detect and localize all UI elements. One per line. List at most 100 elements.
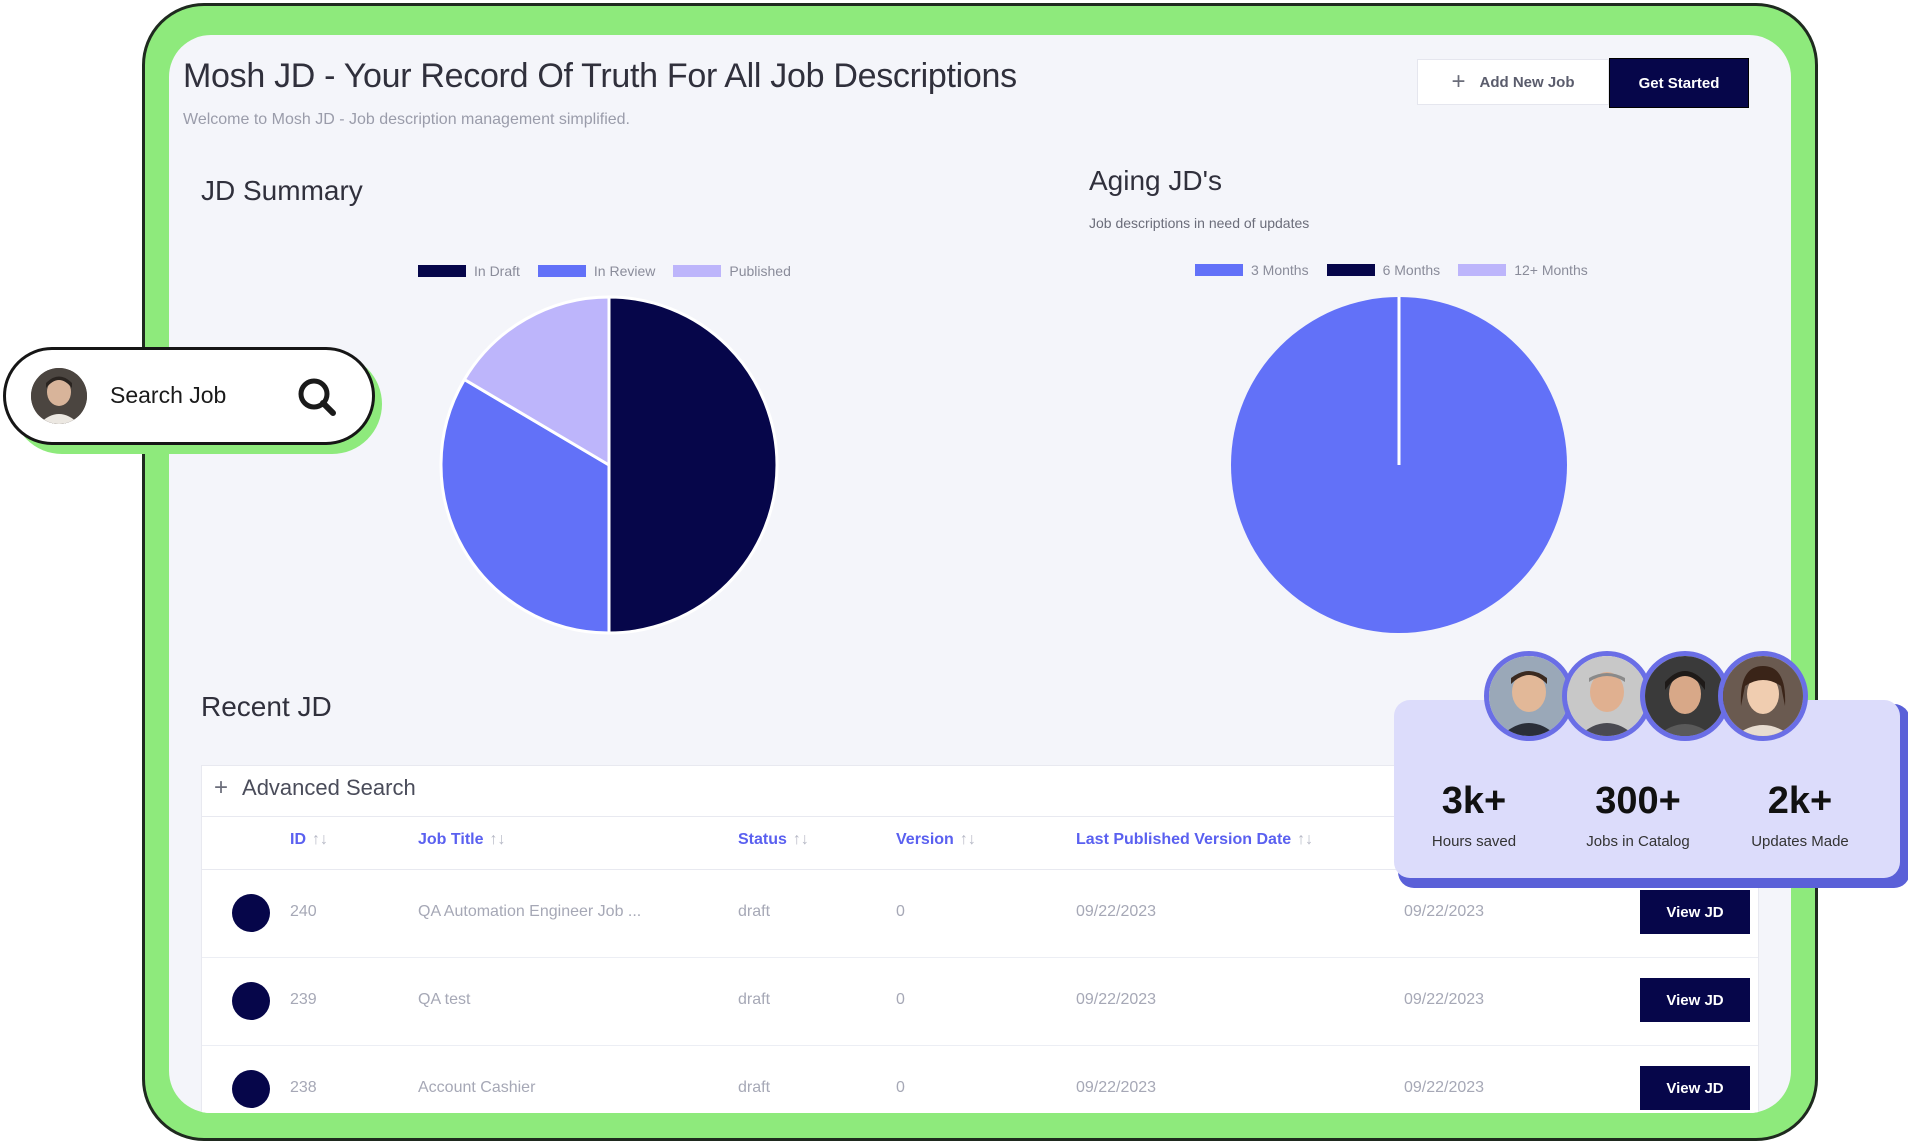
stat-value: 3k+ — [1441, 780, 1507, 822]
stat-updates-made: 2k+ Updates Made — [1720, 780, 1880, 850]
sort-icon: ↑↓ — [959, 831, 976, 848]
column-header-last-published[interactable]: Last Published Version Date ↑↓ — [1076, 831, 1313, 849]
plus-icon: + — [1451, 68, 1466, 95]
avatar — [1484, 651, 1574, 741]
legend-swatch — [673, 265, 722, 277]
legend-item: In Draft — [418, 263, 520, 279]
search-job-label: Search Job — [110, 382, 227, 408]
legend-item: 3 Months — [1195, 262, 1309, 278]
view-jd-button[interactable]: View JD — [1640, 890, 1750, 934]
jd-summary-legend: In Draft In Review Published — [418, 263, 801, 279]
cell-id: 240 — [290, 903, 317, 920]
legend-label: 12+ Months — [1514, 262, 1588, 278]
legend-swatch — [1458, 264, 1507, 276]
sort-icon: ↑↓ — [489, 831, 506, 848]
view-jd-button[interactable]: View JD — [1640, 1066, 1750, 1110]
person-avatar-icon — [1489, 656, 1569, 736]
view-jd-button[interactable]: View JD — [1640, 978, 1750, 1022]
column-header-version[interactable]: Version ↑↓ — [896, 831, 976, 849]
legend-item: In Review — [537, 263, 656, 279]
legend-item: 12+ Months — [1458, 262, 1588, 278]
stat-jobs-in-catalog: 300+ Jobs in Catalog — [1558, 780, 1718, 850]
avatar — [1718, 651, 1808, 741]
legend-label: In Review — [593, 263, 656, 279]
legend-label: Published — [729, 263, 791, 279]
cell-status: draft — [738, 991, 771, 1008]
aging-legend: 3 Months 6 Months 12+ Months — [1195, 262, 1598, 278]
get-started-button[interactable]: Get Started — [1609, 58, 1749, 108]
legend-label: 3 Months — [1251, 262, 1309, 278]
table-row: 240 QA Automation Engineer Job ... draft… — [202, 870, 1758, 958]
pie-slice-in-review — [439, 377, 611, 635]
cell-status: draft — [738, 1079, 771, 1096]
aging-pie-chart — [1231, 297, 1567, 633]
aging-subtitle: Job descriptions in need of updates — [1089, 215, 1310, 231]
legend-swatch — [1195, 264, 1243, 276]
stats-card: 3k+ Hours saved 300+ Jobs in Catalog 2k+… — [1394, 700, 1900, 878]
cell-updated: 09/22/2023 — [1404, 1079, 1485, 1096]
cell-updated: 09/22/2023 — [1404, 903, 1485, 920]
stat-value: 300+ — [1595, 780, 1681, 822]
page-subtitle: Welcome to Mosh JD - Job description man… — [183, 111, 630, 128]
column-header-label: Last Published Version Date — [1076, 831, 1292, 848]
stat-value: 2k+ — [1767, 780, 1833, 822]
advanced-search-label: Advanced Search — [242, 775, 416, 800]
cell-updated: 09/22/2023 — [1404, 991, 1485, 1008]
cell-status: draft — [738, 903, 771, 920]
cell-last-published: 09/22/2023 — [1076, 1079, 1157, 1096]
column-header-job-title[interactable]: Job Title ↑↓ — [418, 831, 506, 849]
table-row: 239 QA test draft 0 09/22/2023 09/22/202… — [202, 958, 1758, 1046]
avatar — [1562, 651, 1652, 741]
avatar — [31, 368, 87, 424]
row-status-dot — [232, 982, 270, 1020]
cell-last-published: 09/22/2023 — [1076, 903, 1157, 920]
person-avatar-icon — [1567, 656, 1647, 736]
cell-job-title: QA test — [418, 991, 471, 1008]
jd-summary-title: JD Summary — [201, 175, 363, 206]
column-header-status[interactable]: Status ↑↓ — [738, 831, 809, 849]
row-status-dot — [232, 894, 270, 932]
cell-version: 0 — [896, 1079, 905, 1096]
legend-swatch — [537, 265, 586, 277]
sort-icon: ↑↓ — [1297, 831, 1314, 848]
pie-slice-in-draft — [607, 295, 779, 635]
legend-item: Published — [673, 263, 791, 279]
avatar — [1640, 651, 1730, 741]
legend-label: In Draft — [474, 263, 520, 279]
person-avatar-icon — [1723, 656, 1803, 736]
legend-label: 6 Months — [1382, 262, 1441, 278]
column-header-label: Status — [738, 831, 787, 848]
sort-icon: ↑↓ — [792, 831, 809, 848]
page-title: Mosh JD - Your Record Of Truth For All J… — [183, 57, 1017, 95]
stat-label: Hours saved — [1431, 833, 1517, 850]
cell-id: 239 — [290, 991, 317, 1008]
stat-hours-saved: 3k+ Hours saved — [1394, 780, 1554, 850]
search-job-widget[interactable]: Search Job — [3, 347, 375, 445]
stat-label: Updates Made — [1751, 833, 1849, 850]
app-screen: Mosh JD - Your Record Of Truth For All J… — [169, 35, 1791, 1113]
table-row: 238 Account Cashier draft 0 09/22/2023 0… — [202, 1046, 1758, 1113]
column-header-label: ID — [290, 831, 306, 848]
recent-jd-table: + Advanced Search ID ↑↓ Job Title ↑↓ Statu… — [201, 765, 1759, 1113]
plus-icon: + — [214, 774, 229, 801]
legend-swatch — [1326, 264, 1375, 276]
jd-summary-pie-chart — [439, 295, 779, 635]
legend-swatch — [418, 265, 466, 277]
row-status-dot — [232, 1070, 270, 1108]
aging-title: Aging JD's — [1089, 165, 1222, 196]
advanced-search-toggle[interactable]: + Advanced Search — [214, 774, 416, 802]
table-header: ID ↑↓ Job Title ↑↓ Status ↑↓ Version ↑↓ Last… — [202, 816, 1758, 870]
legend-item: 6 Months — [1326, 262, 1441, 278]
cell-job-title: QA Automation Engineer Job ... — [418, 903, 642, 920]
person-avatar-icon — [31, 368, 87, 424]
person-avatar-icon — [1645, 656, 1725, 736]
pie-slice-published — [462, 295, 611, 467]
cell-version: 0 — [896, 903, 905, 920]
column-header-id[interactable]: ID ↑↓ — [290, 831, 328, 849]
add-new-job-button[interactable]: + Add New Job — [1417, 59, 1609, 105]
cell-id: 238 — [290, 1079, 317, 1096]
search-icon[interactable] — [296, 376, 338, 418]
recent-jd-title: Recent JD — [201, 691, 332, 722]
cell-version: 0 — [896, 991, 905, 1008]
stat-label: Jobs in Catalog — [1586, 833, 1690, 850]
